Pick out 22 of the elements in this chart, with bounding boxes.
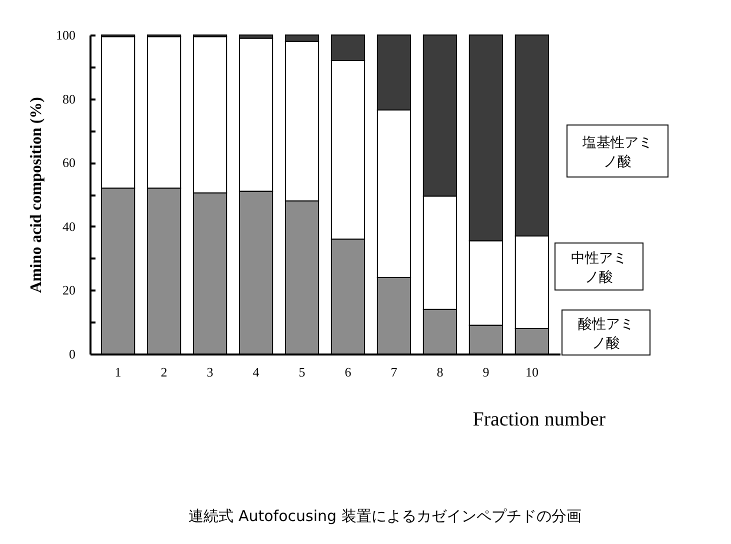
x-tick-label: 9: [482, 364, 490, 380]
y-tick-label: 40: [62, 218, 76, 234]
text: 連続式 Autofocusing 装置によるカゼインペプチドの分画: [188, 507, 582, 525]
x-tick-label: 10: [525, 364, 538, 380]
y-tick-label: 60: [62, 155, 76, 170]
x-tick-label: 8: [436, 364, 444, 380]
x-axis-title: Fraction number: [472, 408, 606, 430]
x-tick-label: 2: [160, 364, 168, 380]
x-tick-label: 1: [114, 364, 122, 380]
text: 酸性アミノ酸: [578, 316, 634, 352]
x-tick-label: 4: [252, 364, 260, 380]
y-tick-label: 80: [62, 91, 76, 106]
text: 塩基性アミノ酸: [582, 135, 652, 170]
x-tick-label: 7: [390, 364, 398, 380]
x-tick-label: 5: [298, 364, 306, 380]
series-label: 中性アミノ酸: [571, 250, 627, 286]
y-tick-label: 20: [62, 282, 76, 298]
y-tick-label: 100: [56, 28, 76, 42]
y-axis-title: Amino acid composition (%): [28, 97, 45, 293]
x-tick-label: 3: [206, 364, 214, 380]
x-tick-label: 6: [344, 364, 352, 380]
y-tick-label: 0: [69, 346, 76, 362]
